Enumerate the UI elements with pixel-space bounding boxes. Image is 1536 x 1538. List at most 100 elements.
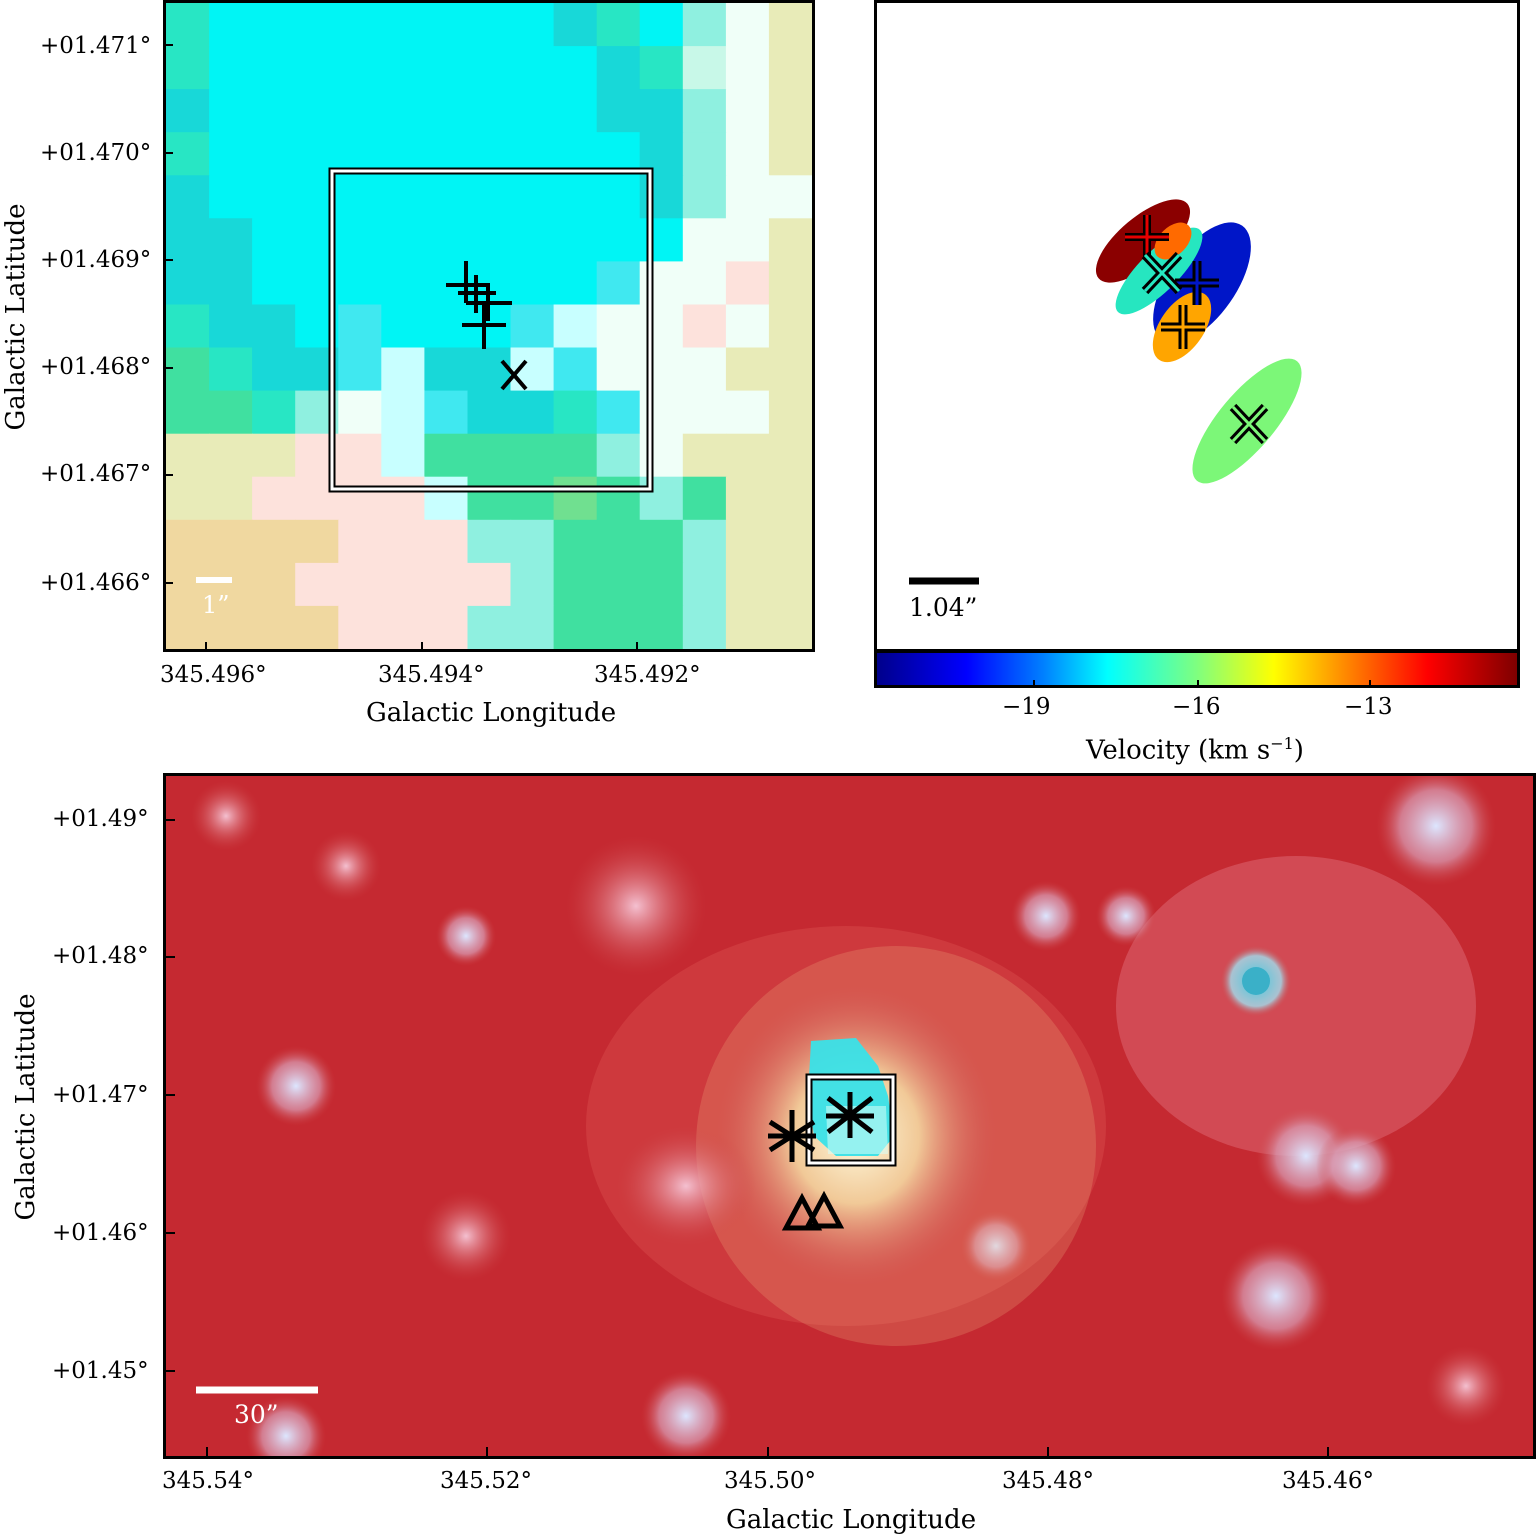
- image-pixel: [338, 89, 382, 133]
- colorbar-tick-label: −16: [1172, 694, 1221, 720]
- image-pixel: [682, 175, 727, 219]
- image-pixel: [338, 3, 382, 47]
- zoom-y-tick: +01.470°: [40, 140, 152, 166]
- image-pixel: [768, 261, 812, 306]
- image-pixel: [252, 304, 296, 349]
- image-pixel: [338, 605, 382, 649]
- image-pixel: [553, 605, 598, 649]
- image-pixel: [510, 175, 555, 219]
- image-pixel: [166, 261, 210, 306]
- velocity-ellipse-plot: [909, 199, 1302, 585]
- image-pixel: [510, 605, 555, 649]
- image-pixel: [553, 347, 598, 392]
- image-pixel: [338, 476, 382, 521]
- image-pixel: [510, 519, 555, 564]
- colorbar-label-sup: −1: [1270, 734, 1294, 753]
- image-pixel: [510, 261, 555, 306]
- zoom-y-tick: +01.468°: [40, 354, 152, 380]
- image-pixel: [252, 433, 296, 478]
- image-pixel: [553, 218, 598, 262]
- zoom-rgb-image: [166, 3, 812, 649]
- image-pixel: [209, 175, 253, 219]
- image-pixel: [424, 3, 469, 47]
- image-pixel: [381, 347, 425, 392]
- image-pixel: [639, 519, 684, 564]
- image-pixel: [381, 218, 425, 262]
- zoom-x-tick: 345.496°: [160, 662, 267, 688]
- image-pixel: [510, 476, 555, 521]
- image-pixel: [682, 605, 727, 649]
- image-pixel: [424, 519, 469, 564]
- image-pixel: [252, 218, 296, 262]
- image-pixel: [768, 605, 812, 649]
- image-pixel: [596, 519, 641, 564]
- image-pixel: [639, 218, 684, 262]
- image-pixel: [596, 390, 641, 435]
- image-pixel: [209, 132, 253, 176]
- image-pixel: [725, 519, 770, 564]
- wide-y-tick: +01.45°: [52, 1358, 149, 1384]
- image-pixel: [166, 519, 210, 564]
- image-pixel: [639, 433, 684, 478]
- image-pixel: [768, 46, 812, 90]
- image-pixel: [338, 390, 382, 435]
- image-pixel: [338, 562, 382, 607]
- image-pixel: [639, 261, 684, 306]
- image-pixel: [553, 304, 598, 349]
- image-pixel: [596, 476, 641, 521]
- image-pixel: [252, 3, 296, 47]
- image-pixel: [639, 89, 684, 133]
- image-pixel: [209, 347, 253, 392]
- image-pixel: [467, 218, 512, 262]
- image-pixel: [467, 175, 512, 219]
- wide-y-tick: +01.46°: [52, 1220, 149, 1246]
- zoom-y-tick: +01.469°: [40, 247, 152, 273]
- image-pixel: [639, 562, 684, 607]
- image-pixel: [252, 175, 296, 219]
- image-pixel: [768, 390, 812, 435]
- image-pixel: [510, 390, 555, 435]
- wide-x-tick: 345.50°: [724, 1468, 816, 1494]
- wide-scalebar-label: 30”: [234, 1400, 279, 1429]
- image-pixel: [596, 218, 641, 262]
- image-pixel: [338, 261, 382, 306]
- image-pixel: [682, 3, 727, 47]
- image-pixel: [424, 218, 469, 262]
- wide-y-axis-title: Galactic Latitude: [11, 993, 41, 1221]
- image-pixel: [209, 46, 253, 90]
- image-pixel: [768, 476, 812, 521]
- image-pixel: [553, 3, 598, 47]
- image-pixel: [467, 390, 512, 435]
- image-pixel: [252, 605, 296, 649]
- wide-x-tick: 345.52°: [440, 1468, 532, 1494]
- colorbar-label-end: ): [1293, 735, 1304, 766]
- image-pixel: [467, 3, 512, 47]
- image-pixel: [424, 476, 469, 521]
- image-pixel: [553, 46, 598, 90]
- image-pixel: [725, 218, 770, 262]
- image-pixel: [381, 3, 425, 47]
- image-pixel: [209, 3, 253, 47]
- image-pixel: [725, 390, 770, 435]
- image-pixel: [725, 304, 770, 349]
- image-pixel: [424, 562, 469, 607]
- image-pixel: [424, 433, 469, 478]
- marker-x-green: [1229, 403, 1269, 445]
- image-pixel: [768, 304, 812, 349]
- image-pixel: [553, 562, 598, 607]
- velocity-ellipse-panel: 1.04”: [874, 0, 1520, 652]
- wide-marker-triangle: [781, 1192, 823, 1231]
- marker-plus-red: [1125, 215, 1169, 259]
- image-pixel: [553, 175, 598, 219]
- zoom-region-box: [330, 169, 652, 491]
- image-pixel: [682, 519, 727, 564]
- wide-y-tick: +01.48°: [52, 943, 149, 969]
- zoom-x-tick: 345.492°: [594, 662, 701, 688]
- image-pixel: [768, 433, 812, 478]
- image-pixel: [252, 261, 296, 306]
- wide-x-axis-title: Galactic Longitude: [726, 1505, 977, 1535]
- image-pixel: [338, 175, 382, 219]
- image-pixel: [209, 562, 253, 607]
- wide-y-tick: +01.47°: [52, 1082, 149, 1108]
- image-pixel: [424, 46, 469, 90]
